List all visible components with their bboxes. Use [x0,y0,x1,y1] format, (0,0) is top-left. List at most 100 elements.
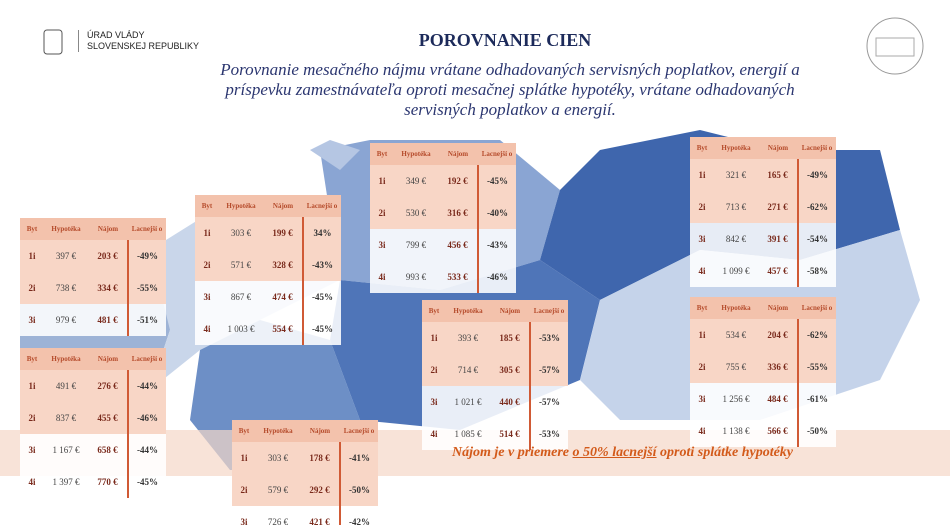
table-cell: 328 € [263,249,303,281]
header-cell: Lacnejší o [530,300,568,322]
table-row: 2i 579 €292 € -50% [232,474,378,506]
table-row: 1i 491 €276 € -44% [20,370,166,402]
title: POROVNANIE CIEN [418,30,592,50]
table-cell: 1 085 € [446,418,490,450]
header-cell: Byt [232,420,256,442]
price-table: Byt Hypotéka Nájom Lacnejší o 1i 397 €203 € -4… [20,218,166,336]
table-cell: 4i [20,466,44,498]
table-cell: -50% [339,474,378,506]
table-row: 4i 993 €533 € -46% [370,261,516,293]
price-table: Byt Hypotéka Nájom Lacnejší o 1i 393 €185 € -5… [422,300,568,450]
table-row: 4i 1 003 €554 € -45% [195,313,341,345]
table-cell: -44% [127,434,166,466]
table-cell: 2i [690,351,714,383]
table-cell: 3i [422,386,446,418]
table-cell: 993 € [394,261,438,293]
table-cell: -43% [302,249,341,281]
table-cell: 1i [232,442,256,474]
table-row: 3i 1 021 €440 € -57% [422,386,568,418]
table-cell: 349 € [394,165,438,197]
table-cell: -49% [127,240,166,272]
table-cell: 3i [20,304,44,336]
table-cell: 276 € [88,370,128,402]
table-row: 4i 1 099 €457 € -58% [690,255,836,287]
table-cell: 514 € [490,418,530,450]
header-cell: Nájom [88,348,128,370]
table-cell: -55% [127,272,166,304]
table-cell: -40% [477,197,516,229]
table-row: 2i 714 €305 € -57% [422,354,568,386]
price-table: Byt Hypotéka Nájom Lacnejší o 1i 349 €192 € -4… [370,143,516,293]
table-cell: 4i [422,418,446,450]
header-cell: Nájom [490,300,530,322]
table-cell: 1 167 € [44,434,88,466]
table-row: 4i 1 138 €566 € -50% [690,415,836,447]
table-cell: 1 256 € [714,383,758,415]
table-cell: 484 € [758,383,798,415]
header-row: Byt Hypotéka Nájom Lacnejší o [20,218,166,240]
table-cell: 185 € [490,322,530,354]
table-cell: 334 € [88,272,128,304]
table-cell: -43% [477,229,516,261]
table-cell: 292 € [300,474,340,506]
price-table: Byt Hypotéka Nájom Lacnejší o 1i 534 €204 € -6… [690,297,836,447]
table-cell: 1i [422,322,446,354]
header-cell: Byt [20,218,44,240]
table-cell: -46% [477,261,516,293]
table-cell: -57% [529,386,568,418]
header-cell: Byt [20,348,44,370]
header-cell: Byt [370,143,394,165]
table-cell: -42% [339,506,378,525]
logo-line: ÚRAD VLÁDY [87,30,145,40]
table-cell: 3i [195,281,219,313]
table-cell: 204 € [758,319,798,351]
table-cell: 571 € [219,249,263,281]
table-cell: 530 € [394,197,438,229]
table-cell: 2i [195,249,219,281]
table-cell: 1 099 € [714,255,758,287]
table-cell: 658 € [88,434,128,466]
header-row: Byt Hypotéka Nájom Lacnejší o [690,297,836,319]
table-row: 3i 726 €421 € -42% [232,506,378,525]
header-cell: Lacnejší o [128,348,166,370]
header-cell: Lacnejší o [128,218,166,240]
header-cell: Lacnejší o [478,143,516,165]
table-cell: 456 € [438,229,478,261]
table-row: 1i 534 €204 € -62% [690,319,836,351]
table-cell: 4i [690,415,714,447]
table-cell: 2i [20,272,44,304]
header-cell: Lacnejší o [798,137,836,159]
table-cell: 726 € [256,506,300,525]
table-cell: 481 € [88,304,128,336]
banner-part: oproti splátke hypotéky [656,445,794,460]
header-cell: Nájom [88,218,128,240]
table-row: 2i 738 €334 € -55% [20,272,166,304]
table-cell: 1 003 € [219,313,263,345]
header-cell: Nájom [438,143,478,165]
header-cell: Hypotéka [394,143,438,165]
table-cell: 491 € [44,370,88,402]
table-cell: 799 € [394,229,438,261]
table-cell: -62% [797,319,836,351]
table-cell: 770 € [88,466,128,498]
table-cell: 316 € [438,197,478,229]
header-cell: Nájom [758,137,798,159]
header-cell: Byt [422,300,446,322]
table-cell: 3i [690,383,714,415]
table-cell: 566 € [758,415,798,447]
table-row: 2i 837 €455 € -46% [20,402,166,434]
table-cell: -51% [127,304,166,336]
table-cell: 867 € [219,281,263,313]
table-cell: -44% [127,370,166,402]
header-row: Byt Hypotéka Nájom Lacnejší o [690,137,836,159]
table-cell: 305 € [490,354,530,386]
table-row: 1i 321 €165 € -49% [690,159,836,191]
price-table: Byt Hypotéka Nájom Lacnejší o 1i 303 €199 €34… [195,195,341,345]
header-cell: Byt [690,137,714,159]
header-cell: Hypotéka [44,218,88,240]
header-cell: Hypotéka [219,195,263,217]
table-row: 2i 530 €316 € -40% [370,197,516,229]
table-row: 1i 303 €178 € -41% [232,442,378,474]
table-cell: 397 € [44,240,88,272]
table-cell: -45% [302,313,341,345]
